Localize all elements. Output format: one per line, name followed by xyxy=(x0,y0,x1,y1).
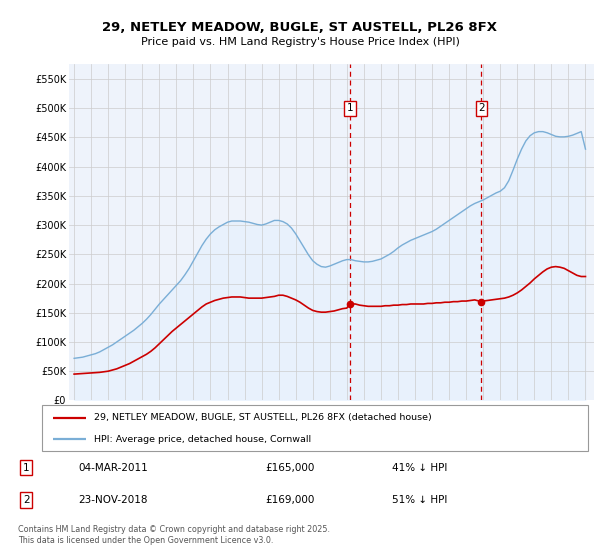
Text: 29, NETLEY MEADOW, BUGLE, ST AUSTELL, PL26 8FX: 29, NETLEY MEADOW, BUGLE, ST AUSTELL, PL… xyxy=(103,21,497,34)
Text: 1: 1 xyxy=(346,103,353,113)
FancyBboxPatch shape xyxy=(42,405,588,451)
Text: £165,000: £165,000 xyxy=(265,463,315,473)
Text: 29, NETLEY MEADOW, BUGLE, ST AUSTELL, PL26 8FX (detached house): 29, NETLEY MEADOW, BUGLE, ST AUSTELL, PL… xyxy=(94,413,431,422)
Text: £169,000: £169,000 xyxy=(265,495,315,505)
Text: 04-MAR-2011: 04-MAR-2011 xyxy=(78,463,148,473)
Text: Price paid vs. HM Land Registry's House Price Index (HPI): Price paid vs. HM Land Registry's House … xyxy=(140,37,460,47)
Text: 2: 2 xyxy=(478,103,485,113)
Text: 51% ↓ HPI: 51% ↓ HPI xyxy=(392,495,448,505)
Text: 1: 1 xyxy=(23,463,30,473)
Text: HPI: Average price, detached house, Cornwall: HPI: Average price, detached house, Corn… xyxy=(94,435,311,444)
Text: 2: 2 xyxy=(23,495,30,505)
Text: 23-NOV-2018: 23-NOV-2018 xyxy=(78,495,148,505)
Text: Contains HM Land Registry data © Crown copyright and database right 2025.
This d: Contains HM Land Registry data © Crown c… xyxy=(18,525,330,545)
Text: 41% ↓ HPI: 41% ↓ HPI xyxy=(392,463,448,473)
